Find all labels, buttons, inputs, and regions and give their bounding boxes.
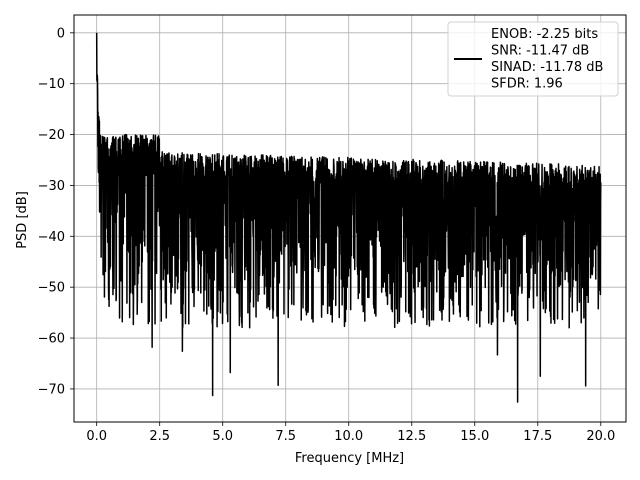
x-tick-label: 17.5: [523, 429, 552, 444]
legend-line: SFDR: 1.96: [491, 77, 563, 92]
x-tick-label: 7.5: [275, 429, 296, 444]
axis-ticks: 0.0 2.5 5.0 7.5 10.0 12.5 15.0 17.5 20.0 0 −10 −20 −…: [38, 26, 616, 444]
y-tick-label: −60: [38, 332, 65, 347]
legend: ENOB: -2.25 bits SNR: -11.47 dB SINAD: -11…: [447, 21, 619, 97]
psd-line: [95, 32, 602, 403]
y-tick-label: −20: [38, 128, 65, 143]
y-tick-label: −70: [38, 382, 65, 397]
legend-line: ENOB: -2.25 bits: [491, 27, 598, 42]
x-tick-label: 5.0: [212, 429, 233, 444]
y-axis-label: PSD [dB]: [15, 191, 30, 249]
legend-box: [447, 21, 619, 97]
x-tick-label: 12.5: [397, 429, 426, 444]
x-tick-label: 15.0: [460, 429, 489, 444]
x-tick-label: 10.0: [334, 429, 363, 444]
legend-line: SINAD: -11.78 dB: [491, 60, 603, 75]
legend-line: SNR: -11.47 dB: [491, 44, 589, 59]
y-tick-label: −50: [38, 281, 65, 296]
x-tick-label: 20.0: [586, 429, 615, 444]
x-tick-label: 0.0: [86, 429, 107, 444]
y-tick-label: −30: [38, 179, 65, 194]
plot-frame: [73, 14, 627, 423]
y-tick-label: 0: [57, 26, 65, 41]
x-tick-label: 2.5: [149, 429, 170, 444]
y-tick-label: −10: [38, 77, 65, 92]
y-tick-label: −40: [38, 230, 65, 245]
legend-label: ENOB: -2.25 bits SNR: -11.47 dB SINAD: -11…: [491, 27, 603, 92]
series-psd: [95, 32, 602, 403]
x-axis-label: Frequency [MHz]: [295, 451, 404, 466]
